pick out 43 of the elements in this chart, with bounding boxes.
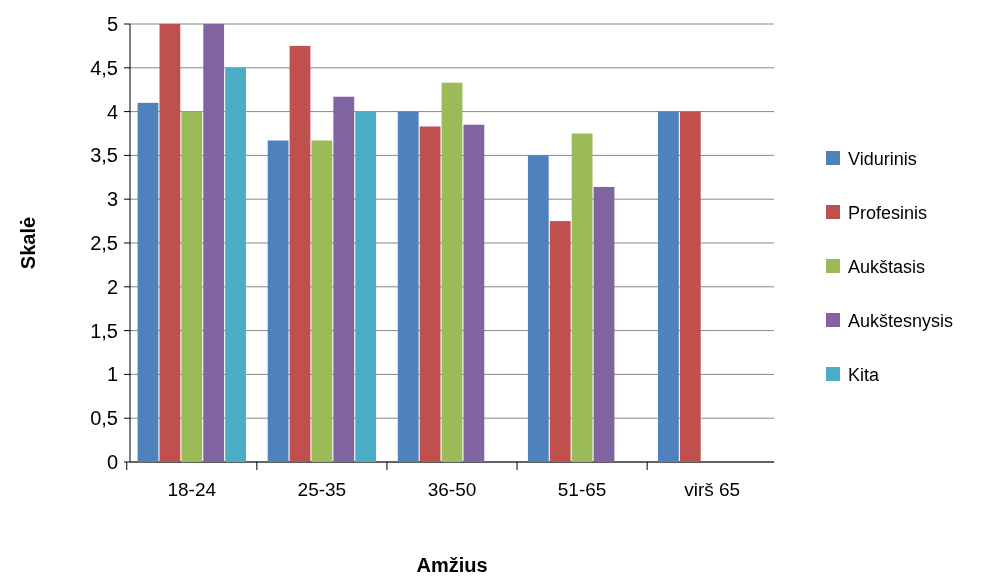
bar (289, 45, 311, 462)
bar (311, 140, 333, 462)
legend-label: Kita (848, 365, 881, 386)
y-tick-label: 0 (106, 451, 118, 473)
bar (549, 221, 571, 462)
bar (333, 96, 355, 462)
y-tick-label: 0,5 (90, 407, 118, 430)
y-tick-label: 5 (106, 13, 118, 35)
bar (203, 24, 225, 462)
y-tick-label: 2,5 (90, 232, 118, 254)
y-tick-label: 4,5 (90, 56, 118, 79)
legend-label: Profesinis (848, 203, 928, 224)
bar (159, 24, 181, 462)
bar (225, 67, 246, 462)
y-axis-title: Skalė (17, 216, 39, 270)
x-tick-label: virš 65 (684, 479, 741, 500)
x-axis-title: Amžius (416, 554, 488, 576)
x-tick-label: 18-24 (167, 479, 217, 500)
y-tick-label: 1,5 (90, 319, 118, 342)
bar (679, 111, 701, 462)
legend-label: Aukštesnysis (848, 311, 954, 332)
bar (137, 102, 159, 462)
y-tick-label: 4 (106, 100, 118, 123)
bar (355, 111, 377, 462)
y-tick-label: 2 (106, 275, 118, 298)
x-tick-label: 36-50 (427, 479, 477, 500)
bar (571, 133, 593, 462)
bar (527, 155, 549, 462)
bar (419, 126, 441, 462)
y-tick-label: 1 (106, 363, 118, 386)
bar (441, 82, 463, 462)
legend-label: Aukštasis (848, 257, 926, 278)
bar (397, 111, 419, 462)
x-tick-label: 51-65 (557, 479, 607, 500)
x-tick-label: 25-35 (297, 479, 347, 500)
bar (593, 186, 615, 462)
bar (181, 111, 203, 462)
y-tick-label: 3,5 (90, 144, 118, 167)
bar (658, 111, 679, 462)
legend-label: Vidurinis (848, 149, 917, 170)
bar (463, 124, 485, 462)
bar (267, 140, 289, 462)
y-tick-label: 3 (106, 188, 118, 211)
